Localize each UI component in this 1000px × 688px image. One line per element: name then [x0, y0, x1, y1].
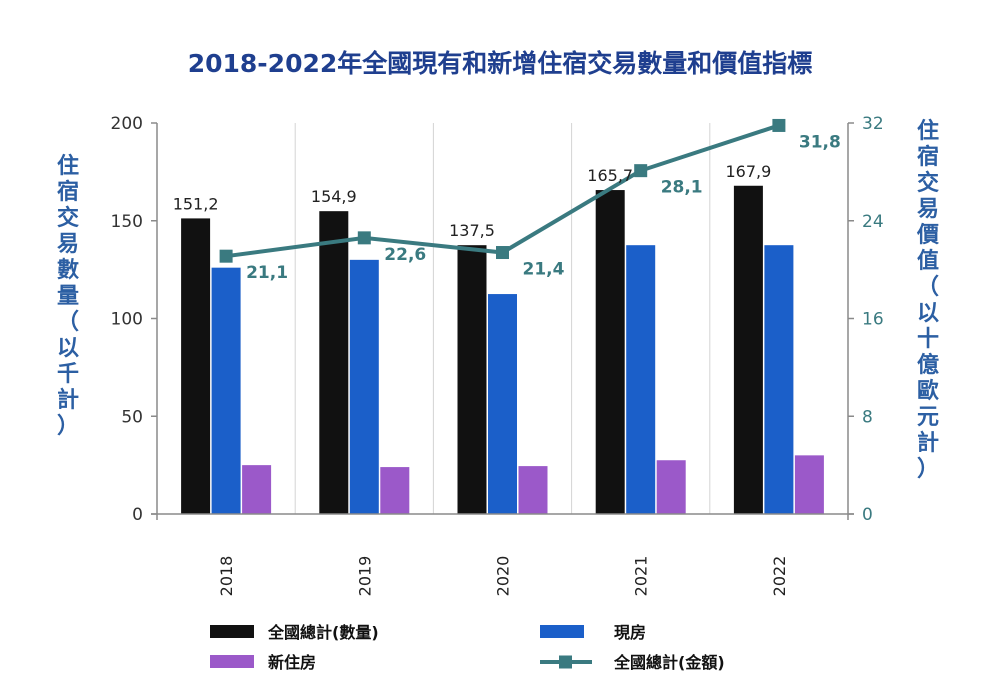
axes: 0 50 100 150 200 0 8 16 24 32 2018 2019 2020 2021 2022 [111, 114, 884, 596]
x-tick-label: 2018 [217, 556, 236, 597]
y2-axis-title: 住宿交易價值（以十億歐元計） [916, 118, 940, 482]
line-point [496, 246, 509, 260]
legend-swatch [540, 625, 584, 638]
legend-swatch-marker [559, 655, 572, 669]
bar-label: 154,9 [311, 187, 357, 206]
legend-label: 現房 [614, 623, 646, 642]
y2-tick-label: 16 [862, 310, 884, 330]
line-series [219, 118, 786, 263]
line-point [772, 118, 786, 132]
bar [794, 455, 824, 514]
line-point [634, 164, 648, 178]
legend-label: 全國總計(金額) [613, 653, 725, 672]
bar [319, 211, 349, 514]
y2-tick-label: 32 [862, 114, 884, 134]
chart-title: 2018-2022年全國現有和新增住宿交易數量和價值指標 [188, 49, 813, 78]
legend-swatch [210, 655, 254, 668]
y-tick-label: 100 [111, 310, 143, 330]
y2-tick-label: 0 [862, 505, 873, 525]
y-tick-label: 50 [121, 407, 143, 427]
x-tick-label: 2020 [494, 556, 513, 597]
bars [181, 185, 824, 515]
bar [181, 218, 211, 515]
bar [380, 467, 410, 514]
line-label: 28,1 [661, 178, 703, 198]
bar [626, 245, 656, 514]
x-tick-label: 2022 [770, 556, 789, 597]
line-point [357, 231, 371, 245]
bar-label: 165,7 [587, 166, 633, 185]
bar-label: 137,5 [449, 221, 495, 240]
line-label: 21,1 [246, 263, 288, 283]
legend-label: 全國總計(數量) [267, 623, 379, 642]
bar-label: 151,2 [173, 194, 219, 213]
bar [211, 267, 241, 514]
bar [488, 294, 517, 514]
bar [595, 190, 625, 514]
y2-tick-label: 8 [862, 407, 873, 427]
bar-label: 167,9 [725, 162, 771, 181]
y2-tick-label: 24 [862, 212, 884, 232]
bar [733, 185, 763, 514]
line-label: 21,4 [523, 260, 565, 280]
bar [518, 466, 548, 514]
legend-label: 新住房 [268, 653, 316, 672]
line-point [219, 249, 233, 263]
y-axis-title: 住宿交易數量（以千計） [57, 153, 79, 439]
line-label: 31,8 [799, 132, 841, 152]
bar [457, 245, 487, 514]
x-tick-label: 2019 [355, 556, 374, 597]
data-labels: 151,2 154,9 137,5 165,7 167,9 21,1 22,6 21,4 28,… [173, 132, 841, 283]
legend-swatch [210, 625, 254, 638]
axis-titles: 住宿交易數量（以千計） 住宿交易價值（以十億歐元計） [57, 118, 940, 482]
bar [242, 465, 272, 514]
x-tick-label: 2021 [632, 556, 651, 597]
line-label: 22,6 [384, 245, 426, 265]
bar [764, 245, 794, 514]
bar [656, 460, 686, 514]
y-tick-label: 200 [111, 114, 143, 134]
bar [349, 259, 379, 514]
y-tick-label: 0 [132, 505, 143, 525]
y-tick-label: 150 [111, 212, 143, 232]
